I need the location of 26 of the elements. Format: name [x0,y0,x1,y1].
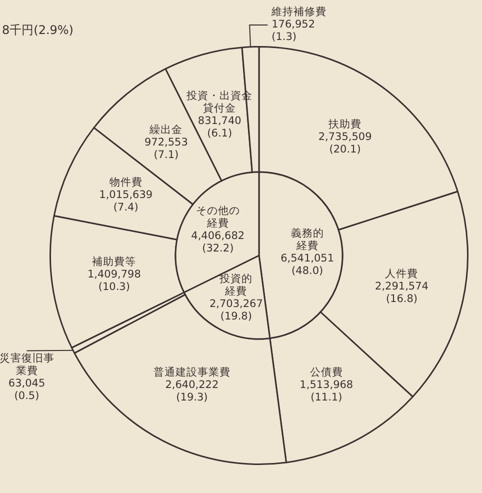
slice-label: 補助費等 [92,255,136,268]
data-label: 1,513,968 (11.1) [300,378,354,404]
data-label: 1,409,798 (10.3) [87,268,141,294]
text: 8千円(2.9%) [2,22,74,39]
slice-label: 物件費 [109,175,142,188]
data-label: 2,703,267 (19.8) [209,298,263,323]
data-label: 2,640,222 (19.3) [165,379,219,404]
slice-label: 維持補修費 [270,5,327,18]
data-label: 972,553 (7.1) [144,136,188,161]
data-label: 2,291,574 (16.8) [375,280,429,306]
data-label: 831,740 (6.1) [198,114,242,140]
slice-label: 繰出金 [148,122,183,136]
data-label: 1,015,639 (7.4) [99,188,153,214]
slice-label: 災害復旧事業費 [0,352,54,378]
data-label: 4,406,682 (32.2) [191,230,245,254]
data-label: 63,045 (0.5) [8,378,46,402]
slice-label: 投資的経費 [218,273,253,298]
data-label: 2,735,509 (20.1) [318,131,372,156]
slice-label: 普通建設事業費 [153,366,230,379]
slice-label: その他の経費 [196,204,240,230]
data-label: 6,541,051 (48.0) [280,252,334,277]
data-label: 176,952 (1.3) [272,18,316,44]
slice-label: 義務的経費 [290,227,324,252]
slice-label: 公債費 [310,365,343,378]
slice-label: 人件費 [385,267,418,280]
slice-label: 扶助費 [328,118,362,131]
